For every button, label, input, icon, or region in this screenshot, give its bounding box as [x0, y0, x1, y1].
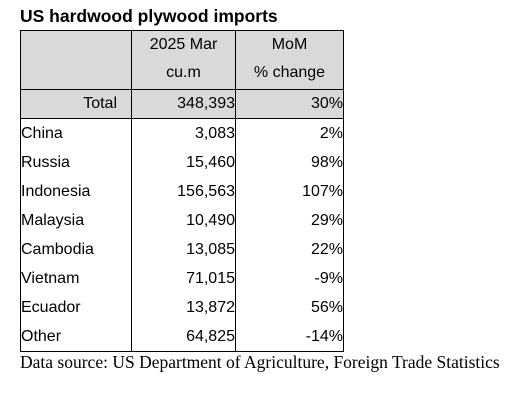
total-row: Total 348,393 30%	[20, 89, 344, 119]
country-name: Indonesia	[20, 177, 132, 206]
header-volume: 2025 Mar cu.m	[131, 30, 236, 90]
country-name: Vietnam	[20, 264, 132, 293]
change-value: -14%	[235, 322, 344, 352]
volume-value: 10,490	[131, 206, 236, 235]
table-row: China 3,083 2%	[20, 118, 344, 148]
change-value: 56%	[235, 293, 344, 322]
country-rows: China 3,083 2% Russia 15,460 98% Indonesia 156,…	[20, 118, 344, 352]
header-change-label: MoM	[271, 36, 308, 53]
volume-value: 13,872	[131, 293, 236, 322]
imports-table: 2025 Mar cu.m MoM % change Total 348,393…	[20, 30, 344, 352]
table-row: Indonesia 156,563 107%	[20, 177, 344, 206]
table-row: Russia 15,460 98%	[20, 148, 344, 177]
table-row: Cambodia 13,085 22%	[20, 235, 344, 264]
table-row: Malaysia 10,490 29%	[20, 206, 344, 235]
country-name: Malaysia	[20, 206, 132, 235]
header-change-unit: % change	[253, 64, 326, 81]
change-value: 22%	[235, 235, 344, 264]
volume-value: 156,563	[131, 177, 236, 206]
header-volume-unit: cu.m	[166, 64, 201, 81]
change-value: 2%	[235, 118, 344, 148]
total-change: 30%	[235, 89, 344, 119]
change-value: 107%	[235, 177, 344, 206]
change-value: 29%	[235, 206, 344, 235]
header-row: 2025 Mar cu.m MoM % change	[20, 30, 344, 90]
data-source-note: Data source: US Department of Agricultur…	[20, 352, 500, 372]
country-name: Cambodia	[20, 235, 132, 264]
change-value: -9%	[235, 264, 344, 293]
table-title: US hardwood plywood imports	[20, 6, 278, 26]
country-name: Ecuador	[20, 293, 132, 322]
volume-value: 71,015	[131, 264, 236, 293]
country-name: China	[20, 118, 132, 148]
volume-value: 15,460	[131, 148, 236, 177]
volume-value: 64,825	[131, 322, 236, 352]
total-volume: 348,393	[131, 89, 236, 119]
table-row: Other 64,825 -14%	[20, 322, 344, 352]
total-label: Total	[20, 89, 132, 119]
change-value: 98%	[235, 148, 344, 177]
volume-value: 3,083	[131, 118, 236, 148]
country-name: Other	[20, 322, 132, 352]
table-row: Ecuador 13,872 56%	[20, 293, 344, 322]
header-volume-period: 2025 Mar	[149, 36, 218, 53]
country-name: Russia	[20, 148, 132, 177]
header-blank-cell	[20, 30, 132, 90]
volume-value: 13,085	[131, 235, 236, 264]
header-change: MoM % change	[235, 30, 344, 90]
table-row: Vietnam 71,015 -9%	[20, 264, 344, 293]
